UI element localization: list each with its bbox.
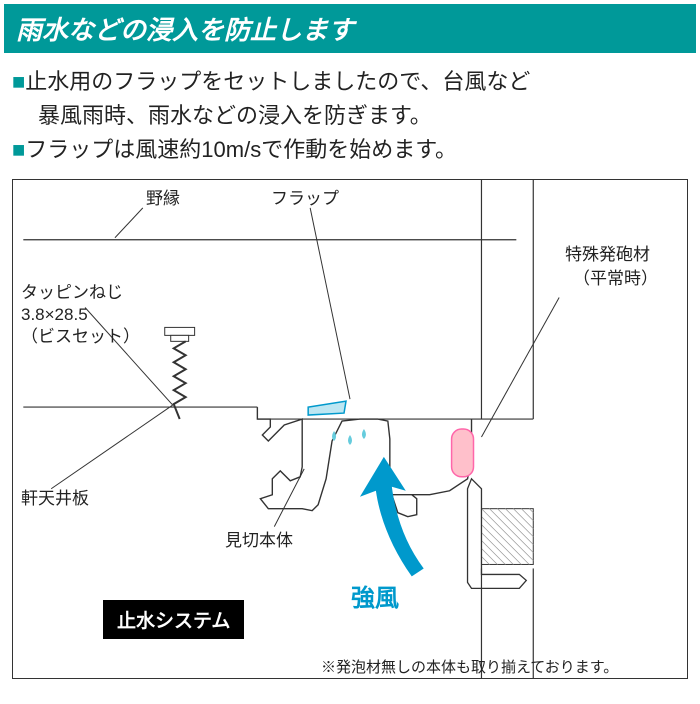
label-foam-sub: （平常時）: [573, 268, 658, 290]
desc-line-1: ■止水用のフラップをセットしましたので、台風など: [12, 65, 688, 99]
label-eave-board: 軒天井板: [21, 488, 89, 510]
desc-line-3: ■フラップは風速約10m/sで作動を始めます。: [12, 133, 688, 167]
desc-text-3: フラップは風速約10m/sで作動を始めます。: [25, 137, 457, 162]
label-system: 止水システム: [103, 600, 244, 639]
label-noen: 野縁: [146, 188, 180, 210]
label-screw-b: 3.8×28.5: [21, 304, 88, 326]
label-screw-c: （ビスセット）: [21, 326, 140, 348]
label-body: 見切本体: [225, 530, 293, 552]
label-wind: 強風: [351, 578, 399, 613]
header-title: 雨水などの浸入を防止します: [16, 15, 354, 45]
header-bar: 雨水などの浸入を防止します: [4, 4, 696, 53]
label-footnote: ※発泡材無しの本体も取り揃えております。: [321, 656, 618, 677]
diagram-frame: 野縁 フラップ 特殊発砲材 （平常時） タッピンねじ 3.8×28.5 （ビスセ…: [12, 179, 688, 679]
label-screw-a: タッピンねじ: [21, 282, 123, 304]
bullet-icon: ■: [12, 69, 25, 94]
desc-text-2: 暴風雨時、雨水などの浸入を防ぎます。: [38, 103, 432, 128]
label-foam: 特殊発砲材: [565, 244, 650, 266]
desc-text-1: 止水用のフラップをセットしましたので、台風など: [25, 69, 530, 94]
bullet-icon: ■: [12, 137, 25, 162]
desc-line-2: 暴風雨時、雨水などの浸入を防ぎます。: [12, 99, 688, 133]
description-block: ■止水用のフラップをセットしましたので、台風など 暴風雨時、雨水などの浸入を防ぎ…: [0, 57, 700, 171]
label-flap: フラップ: [271, 188, 339, 210]
